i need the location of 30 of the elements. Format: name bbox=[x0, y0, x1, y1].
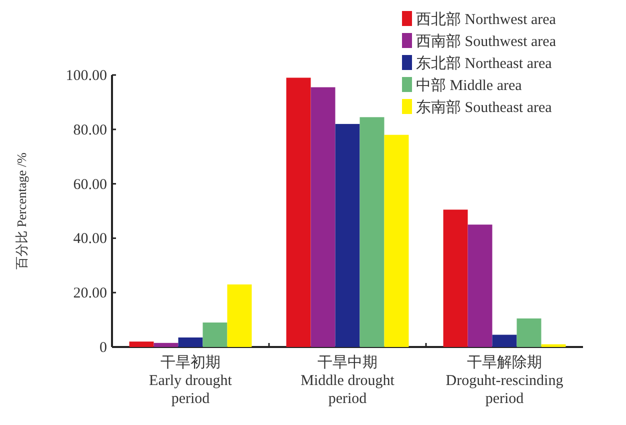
bar bbox=[129, 342, 154, 347]
bar bbox=[310, 87, 336, 347]
bar bbox=[286, 78, 311, 347]
bar bbox=[335, 124, 360, 347]
legend-label: 东北部 Northeast area bbox=[416, 55, 552, 72]
bar bbox=[384, 134, 409, 347]
y-axis-title: 百分比 Percentage /% bbox=[14, 152, 29, 270]
y-tick-label: 20.00 bbox=[73, 286, 107, 302]
y-tick-label: 100.00 bbox=[66, 68, 107, 84]
bar bbox=[202, 322, 228, 347]
x-tick-label: 干旱初期 Early drought period bbox=[149, 354, 233, 407]
y-tick-label: 80.00 bbox=[73, 122, 107, 138]
bar bbox=[443, 210, 468, 347]
bar bbox=[227, 284, 252, 347]
bar bbox=[468, 224, 492, 347]
bar bbox=[154, 342, 178, 347]
bar bbox=[360, 117, 384, 347]
legend-label: 中部 Middle area bbox=[416, 77, 522, 94]
bar bbox=[516, 318, 542, 347]
legend-label: 西北部 Northwest area bbox=[416, 11, 556, 28]
bar bbox=[492, 334, 517, 347]
bar bbox=[541, 344, 566, 347]
legend-label: 东南部 Southeast area bbox=[416, 99, 552, 116]
y-tick-label: 40.00 bbox=[73, 231, 107, 248]
bar bbox=[178, 337, 203, 347]
x-tick-label: 干旱解除期 Droguht-rescinding period bbox=[446, 354, 564, 407]
x-tick-label: 干旱中期 Middle drought period bbox=[300, 354, 396, 407]
y-tick-label: 60.00 bbox=[73, 176, 107, 193]
legend-label: 西南部 Southwest area bbox=[416, 33, 556, 50]
y-tick-label: 0 bbox=[100, 340, 107, 356]
